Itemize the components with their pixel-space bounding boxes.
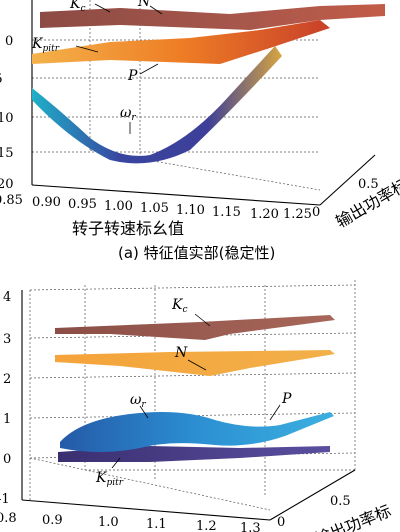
label-b-n: N bbox=[174, 345, 188, 361]
chart-b-z-tick: 0 bbox=[3, 452, 11, 467]
chart-b-z-tick: 2 bbox=[3, 372, 11, 387]
chart-b-y-tick: 0 bbox=[277, 515, 285, 530]
chart-b-z-tick: -1 bbox=[0, 492, 10, 507]
chart-a-x-tick: 1.05 bbox=[140, 201, 169, 216]
chart-b-x-axis bbox=[21, 499, 271, 521]
chart-b-x-tick: 0.9 bbox=[42, 513, 63, 528]
chart-b-x-tick: 1.2 bbox=[196, 519, 217, 532]
label-b-wr: ωr bbox=[130, 392, 146, 410]
surface-b-n bbox=[55, 350, 335, 376]
chart-b-z-tick: 1 bbox=[3, 412, 11, 427]
chart-b-y-axis bbox=[269, 469, 356, 521]
chart-a-z-tick: 20 bbox=[0, 177, 14, 192]
chart-b-z-tick: 3 bbox=[3, 332, 11, 347]
label-b-kpitr: Kpitr bbox=[95, 470, 124, 488]
chart-a-x-tick: 0.90 bbox=[32, 195, 61, 210]
chart-a-x-ticks: 0.85 0.90 0.95 1.00 1.05 1.10 1.15 1.20 … bbox=[0, 193, 312, 222]
chart-b-x-tick: 0.8 bbox=[0, 511, 17, 526]
chart-a-x-tick: 1.20 bbox=[250, 207, 279, 222]
chart-a-y-tick: 0 bbox=[312, 205, 320, 220]
chart-a-x-axis bbox=[31, 184, 321, 206]
label-a-p: P bbox=[127, 68, 138, 84]
chart-a-y-axis bbox=[319, 154, 376, 206]
chart-a-x-tick: 1.00 bbox=[104, 199, 133, 214]
surface-a-kc bbox=[40, 4, 385, 30]
chart-a-x-tick: 0.85 bbox=[0, 193, 23, 208]
chart-a-y-tick: 0.5 bbox=[358, 177, 379, 192]
chart-b: 4 3 2 1 0 -1 0.8 0.9 1.0 1.1 1.2 1.3 0 0… bbox=[0, 280, 394, 532]
chart-a-x-tick: 0.95 bbox=[68, 197, 97, 212]
chart-a-x-label: 转子转速标幺值 bbox=[72, 219, 184, 238]
chart-a-x-tick: 1.25 bbox=[283, 207, 312, 222]
chart-a: 0 -5 10 15 20 0.85 0.90 0.95 1.00 1.05 1… bbox=[0, 0, 400, 262]
label-a-wr: ωr bbox=[120, 105, 136, 123]
chart-a-z-tick: 10 bbox=[0, 111, 14, 126]
chart-a-z-ticks: 0 -5 10 15 20 bbox=[0, 34, 14, 192]
surface-a-wr bbox=[32, 46, 282, 164]
surface-b-wr bbox=[60, 412, 334, 452]
label-b-kc: Kc bbox=[171, 297, 188, 315]
chart-b-x-tick: 1.1 bbox=[146, 517, 167, 532]
chart-a-z-tick-partial: -5 bbox=[0, 72, 3, 87]
chart-b-labels: Kc N ωr P Kpitr bbox=[95, 297, 292, 488]
chart-b-x-tick: 1.0 bbox=[98, 515, 119, 530]
label-a-kpitr: Kpitr bbox=[31, 36, 60, 54]
chart-b-x-ticks: 0.8 0.9 1.0 1.1 1.2 1.3 bbox=[0, 511, 261, 532]
chart-b-y-tick: 0.5 bbox=[330, 494, 351, 509]
chart-b-x-tick: 1.3 bbox=[240, 521, 261, 532]
surface-a-kpitr bbox=[32, 20, 330, 64]
chart-a-z-tick: 15 bbox=[0, 146, 14, 161]
label-a-kc: Kc bbox=[69, 0, 86, 14]
chart-b-grid bbox=[29, 280, 356, 511]
chart-a-z-tick: 0 bbox=[5, 34, 13, 49]
label-b-p: P bbox=[281, 391, 292, 407]
chart-b-z-tick: 4 bbox=[3, 290, 11, 305]
chart-b-y-label: 输出功率标 bbox=[312, 501, 393, 532]
chart-a-caption: (a) 特征值实部(稳定性) bbox=[118, 244, 275, 262]
label-a-n: N bbox=[137, 0, 151, 10]
surface-b-kc bbox=[55, 315, 335, 340]
chart-a-x-tick: 1.15 bbox=[212, 205, 241, 220]
chart-b-z-ticks: 4 3 2 1 0 -1 bbox=[0, 290, 11, 507]
chart-a-x-tick: 1.10 bbox=[176, 203, 205, 218]
chart-a-labels: Kc N Kpitr P ωr bbox=[31, 0, 163, 134]
